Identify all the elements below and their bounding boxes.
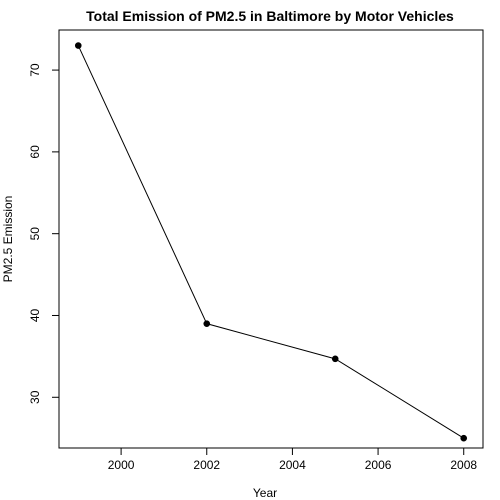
y-tick-label: 30 <box>28 390 42 404</box>
y-tick-label: 50 <box>28 227 42 241</box>
y-axis-label: PM2.5 Emission <box>1 196 15 283</box>
x-tick-label: 2002 <box>193 458 220 472</box>
y-tick-label: 40 <box>28 308 42 322</box>
x-tick-label: 2000 <box>108 458 135 472</box>
chart-title: Total Emission of PM2.5 in Baltimore by … <box>86 8 454 24</box>
data-point <box>331 355 339 363</box>
x-axis: 2000 2002 2004 2006 2008 <box>108 447 477 472</box>
data-series <box>74 42 468 442</box>
series-line <box>77 45 464 439</box>
data-point <box>203 320 211 327</box>
y-tick-label: 70 <box>28 63 42 77</box>
x-tick-label: 2008 <box>450 458 477 472</box>
x-tick-label: 2006 <box>365 458 392 472</box>
x-tick-label: 2004 <box>279 458 306 472</box>
y-axis: 30 40 50 60 70 <box>28 63 60 404</box>
y-tick-label: 60 <box>28 145 42 159</box>
x-axis-label: Year <box>253 486 277 500</box>
data-point <box>74 42 82 49</box>
data-point <box>460 434 468 442</box>
